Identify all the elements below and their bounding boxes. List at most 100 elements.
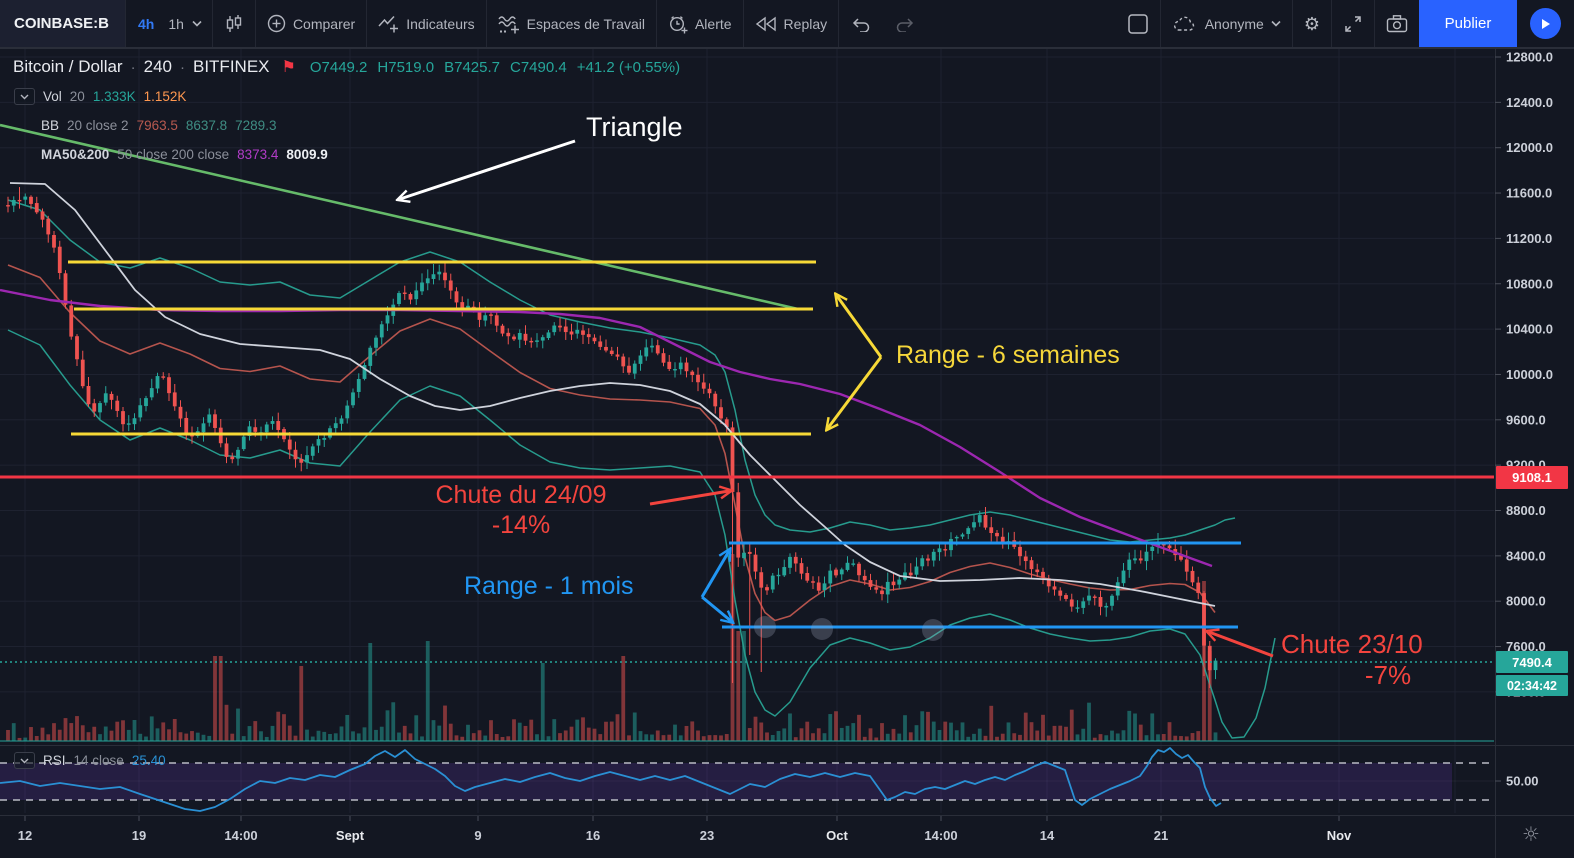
replay-label: Replay <box>783 15 828 32</box>
undo-button[interactable] <box>839 0 883 47</box>
legend-collapse-button[interactable] <box>14 88 35 105</box>
ma-legend[interactable]: MA50&200 50 close 200 close 8373.4 8009.… <box>41 147 328 162</box>
bb-upper-value: 8637.8 <box>185 118 228 133</box>
svg-text:14:00: 14:00 <box>224 828 257 843</box>
interval-chevron-down-icon[interactable] <box>190 0 212 47</box>
undo-arrow-icon <box>853 17 870 32</box>
legend-separator: · <box>179 58 185 76</box>
ma50-value: 8373.4 <box>237 147 279 162</box>
drop-23-10-percent-annotation[interactable]: -7% <box>1364 660 1412 690</box>
rsi-value: 25.40 <box>131 753 166 768</box>
legend-collapse-button[interactable] <box>14 752 35 769</box>
rsi-legend[interactable]: RSI 14 close 25.40 <box>14 752 166 769</box>
vol-param: 20 <box>69 89 85 104</box>
triangle-annotation[interactable]: Triangle <box>586 112 683 142</box>
flag-icon[interactable]: ⚑ <box>281 59 296 76</box>
grid-layer <box>0 48 1494 813</box>
bb-basis-value: 7963.5 <box>136 118 178 133</box>
svg-text:Oct: Oct <box>826 828 848 843</box>
toolbar-separator <box>742 0 744 47</box>
toolbar-separator <box>1331 0 1332 47</box>
last-price-badge: 7490.4 <box>1496 651 1568 673</box>
symbol-button[interactable]: COINBASE:B <box>0 0 126 47</box>
ma200-value: 8009.9 <box>286 147 328 162</box>
toolbar-separator <box>1291 0 1293 47</box>
svg-text:10800.0: 10800.0 <box>1506 276 1553 291</box>
play-circle-button[interactable] <box>1530 8 1561 39</box>
toolbar-separator <box>655 0 657 47</box>
redo-button[interactable] <box>883 0 927 47</box>
svg-text:12800.0: 12800.0 <box>1506 50 1553 65</box>
range-6-weeks-annotation[interactable]: Range - 6 semaines <box>896 341 1120 369</box>
toolbar-separator <box>366 0 368 47</box>
ohlc-high: H7519.0 <box>377 58 435 76</box>
toolbar-separator <box>1374 0 1375 47</box>
toolbar-separator <box>1159 0 1161 47</box>
symbol-exchange: BITFINEX <box>192 57 270 76</box>
symbol-title: Bitcoin / Dollar <box>13 57 123 76</box>
fullscreen-button[interactable] <box>1332 0 1374 47</box>
fullscreen-expand-icon <box>1345 15 1361 32</box>
symbol-legend[interactable]: Bitcoin / Dollar · 240 · BITFINEX ⚑ O744… <box>13 57 680 77</box>
compare-label: Comparer <box>292 15 356 32</box>
svg-text:10400.0: 10400.0 <box>1506 322 1553 337</box>
account-menu-button[interactable]: Anonyme <box>1161 0 1292 47</box>
workspaces-label: Espaces de Travail <box>526 15 645 32</box>
toolbar-separator <box>211 0 213 47</box>
open-tree-section <box>1517 0 1574 47</box>
workspaces-button[interactable]: Espaces de Travail <box>487 0 656 47</box>
toolbar-spacer <box>927 0 1116 47</box>
alert-button[interactable]: Alerte <box>657 0 743 47</box>
layout-select-button[interactable] <box>1116 0 1160 47</box>
interval-4h-button[interactable]: 4h <box>138 15 155 32</box>
range-1-month-annotation[interactable]: Range - 1 mois <box>464 572 634 600</box>
account-chevron-down-icon <box>1271 20 1281 27</box>
toolbar-separator <box>254 0 256 47</box>
redo-arrow-icon <box>896 17 914 32</box>
time-axis-settings-icon[interactable]: ☼ <box>1522 822 1540 846</box>
toolbar-separator <box>838 0 840 47</box>
moving-averages-layer <box>0 182 1216 607</box>
drop-24-09-annotation[interactable]: Chute du 24/09 <box>435 481 607 509</box>
ma-params: 50 close 200 close <box>117 147 230 162</box>
chevron-down-icon <box>20 94 29 99</box>
countdown-badge: 02:34:42 <box>1496 675 1568 696</box>
volume-legend[interactable]: Vol 20 1.333K 1.152K <box>14 88 186 105</box>
user-drawings-layer[interactable] <box>0 123 1494 663</box>
axes-layer[interactable]: 12800.0 12400.0 12000.0 11600.0 11200.0 10800… <box>0 48 1574 858</box>
svg-text:Sept: Sept <box>336 828 365 843</box>
indicators-button[interactable]: Indicateurs <box>367 0 485 47</box>
drop-23-10-annotation[interactable]: Chute 23/10 <box>1281 629 1423 659</box>
svg-text:19: 19 <box>132 828 146 843</box>
settings-button[interactable]: ⚙ <box>1293 0 1331 47</box>
compare-button[interactable]: Comparer <box>256 0 366 47</box>
alert-price-badge[interactable]: 9108.1 <box>1496 466 1568 489</box>
ohlc-close: C7490.4 <box>510 58 567 76</box>
bb-name: BB <box>41 118 60 133</box>
legend-separator: · <box>130 58 136 76</box>
rsi-pane-layer[interactable] <box>0 747 1490 812</box>
svg-text:10000.0: 10000.0 <box>1506 367 1553 382</box>
candles-layer[interactable] <box>6 187 1218 688</box>
svg-text:21: 21 <box>1154 828 1168 843</box>
svg-text:Nov: Nov <box>1327 828 1352 843</box>
svg-text:11200.0: 11200.0 <box>1506 231 1552 246</box>
drop-24-09-percent-annotation[interactable]: -14% <box>491 511 551 539</box>
vol-ma-value: 1.333K <box>92 89 136 104</box>
plus-circle-icon <box>267 14 286 33</box>
publish-button[interactable]: Publier <box>1419 0 1517 47</box>
interval-1h-button[interactable]: 1h <box>168 15 184 32</box>
svg-text:14:00: 14:00 <box>924 828 957 843</box>
camera-icon <box>1386 15 1408 33</box>
snapshot-button[interactable] <box>1375 0 1419 47</box>
anonymous-cloud-icon <box>1173 16 1194 31</box>
replay-button[interactable]: Replay <box>744 0 839 47</box>
bollinger-legend[interactable]: BB 20 close 2 7963.5 8637.8 7289.3 <box>41 118 276 133</box>
chart-style-candles-button[interactable] <box>213 0 255 47</box>
ohlc-low: B7425.7 <box>444 58 500 76</box>
svg-text:12: 12 <box>18 828 32 843</box>
svg-text:16: 16 <box>586 828 600 843</box>
ohlc-change: +41.2 (+0.55%) <box>576 58 681 76</box>
